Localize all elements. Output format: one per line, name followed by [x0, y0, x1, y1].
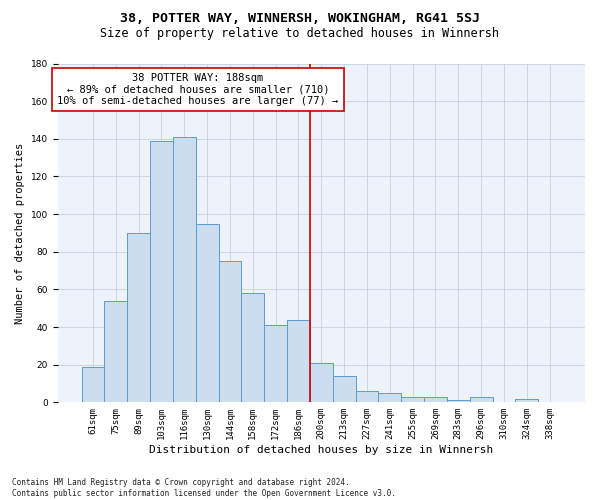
Bar [127, 233, 150, 402]
Bar [196, 224, 218, 402]
X-axis label: Distribution of detached houses by size in Winnersh: Distribution of detached houses by size … [149, 445, 493, 455]
Bar [470, 396, 493, 402]
Y-axis label: Number of detached properties: Number of detached properties [15, 142, 25, 324]
Bar [218, 261, 241, 402]
Bar [104, 300, 127, 402]
Text: Size of property relative to detached houses in Winnersh: Size of property relative to detached ho… [101, 28, 499, 40]
Text: Contains HM Land Registry data © Crown copyright and database right 2024.
Contai: Contains HM Land Registry data © Crown c… [12, 478, 396, 498]
Bar [332, 376, 356, 402]
Bar [356, 391, 379, 402]
Bar [401, 396, 424, 402]
Bar [287, 320, 310, 402]
Bar [447, 400, 470, 402]
Bar [264, 325, 287, 402]
Bar [241, 293, 264, 403]
Bar [310, 363, 332, 403]
Bar [424, 396, 447, 402]
Text: 38, POTTER WAY, WINNERSH, WOKINGHAM, RG41 5SJ: 38, POTTER WAY, WINNERSH, WOKINGHAM, RG4… [120, 12, 480, 26]
Bar [82, 366, 104, 402]
Text: 38 POTTER WAY: 188sqm
← 89% of detached houses are smaller (710)
10% of semi-det: 38 POTTER WAY: 188sqm ← 89% of detached … [58, 73, 338, 106]
Bar [379, 393, 401, 402]
Bar [150, 140, 173, 402]
Bar [515, 398, 538, 402]
Bar [173, 137, 196, 402]
